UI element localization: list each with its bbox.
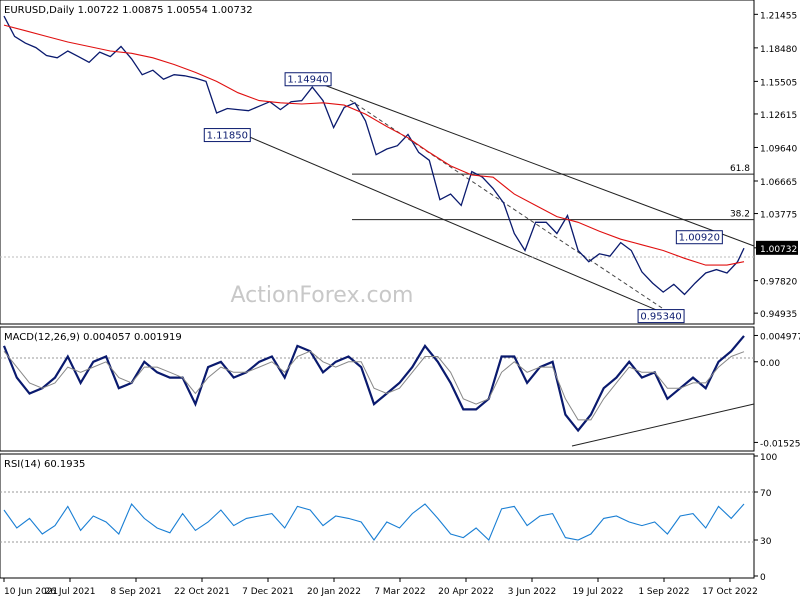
y-tick-label: 1.12615	[760, 111, 797, 121]
y-tick-label: 0.00	[760, 359, 780, 369]
price-annotations: 1.14940 1.11850 1.00920 0.95340	[203, 72, 723, 324]
fib-label: 61.8	[730, 164, 750, 174]
x-tick-label: 10 Jun 2021	[4, 587, 58, 597]
rsi-panel	[0, 453, 755, 579]
x-tick-label: 3 Jun 2022	[508, 587, 556, 597]
macd-line	[2, 335, 745, 433]
annotation-label: 1.11850	[207, 131, 248, 142]
current-price-marker	[756, 240, 798, 255]
channel-upper-line	[315, 81, 755, 247]
annotation-label: 1.00920	[679, 233, 720, 244]
annotation-label: 0.95340	[640, 312, 681, 323]
annotation-label: 1.14940	[287, 75, 328, 86]
y-tick-label: -0.015257	[760, 439, 800, 449]
watermark: ActionForex.com	[231, 283, 414, 308]
channel-lower-line	[232, 129, 681, 321]
fib-label: 38.2	[730, 210, 750, 220]
y-tick-label: 70	[760, 489, 772, 499]
x-tick-label: 7 Mar 2022	[374, 587, 425, 597]
moving-average-line	[3, 24, 745, 266]
x-tick-label: 20 Jan 2022	[307, 587, 361, 597]
rsi-series	[3, 502, 745, 541]
x-tick-label: 20 Apr 2022	[438, 587, 494, 597]
x-tick-label: 17 Oct 2022	[702, 587, 758, 597]
y-tick-label: 1.09640	[760, 144, 797, 154]
y-tick-label: 1.15505	[760, 78, 797, 88]
rsi-line	[3, 502, 745, 541]
close-price-line	[3, 15, 745, 296]
y-tick-label: 1.03775	[760, 211, 797, 221]
x-tick-label: 7 Dec 2021	[242, 587, 294, 597]
y-tick-label: 1.06665	[760, 178, 797, 188]
y-tick-label: 30	[760, 537, 772, 547]
y-tick-label: 1.00732	[760, 245, 797, 255]
macd-header: MACD(12,26,9) 0.004057 0.001919	[4, 332, 182, 343]
y-tick-label: 0.97820	[760, 278, 797, 288]
y-tick-label: 1.21455	[760, 11, 797, 21]
annotation-box	[284, 72, 332, 87]
annotation-box	[675, 230, 723, 245]
fibonacci-levels: 61.8 38.2	[352, 164, 754, 221]
rsi-header: RSI(14) 60.1935	[4, 459, 85, 470]
price-panel	[0, 0, 755, 325]
y-tick-label: 0.94935	[760, 310, 797, 320]
y-tick-label: 0	[760, 573, 766, 583]
macd-signal-line	[3, 350, 745, 421]
x-tick-label: 22 Oct 2021	[174, 587, 230, 597]
y-tick-label: 0.004977	[760, 332, 800, 342]
axis-labels: 1.21455 1.18480 1.15505 1.12615 1.09640 1.066…	[3, 11, 800, 597]
macd-trendline	[571, 403, 755, 447]
annotation-box	[637, 309, 685, 324]
x-tick-label: 19 Jul 2022	[573, 587, 624, 597]
macd-series	[2, 335, 745, 433]
y-tick-label: 1.18480	[760, 45, 797, 55]
annotation-box	[203, 128, 251, 143]
price-series	[3, 15, 745, 296]
price-header: EURUSD,Daily 1.00722 1.00875 1.00554 1.0…	[4, 5, 253, 16]
y-tick-label: 100	[760, 453, 777, 463]
x-tick-label: 1 Sep 2022	[638, 587, 689, 597]
x-tick-label: 26 Jul 2021	[45, 587, 96, 597]
x-tick-label: 8 Sep 2021	[110, 587, 161, 597]
